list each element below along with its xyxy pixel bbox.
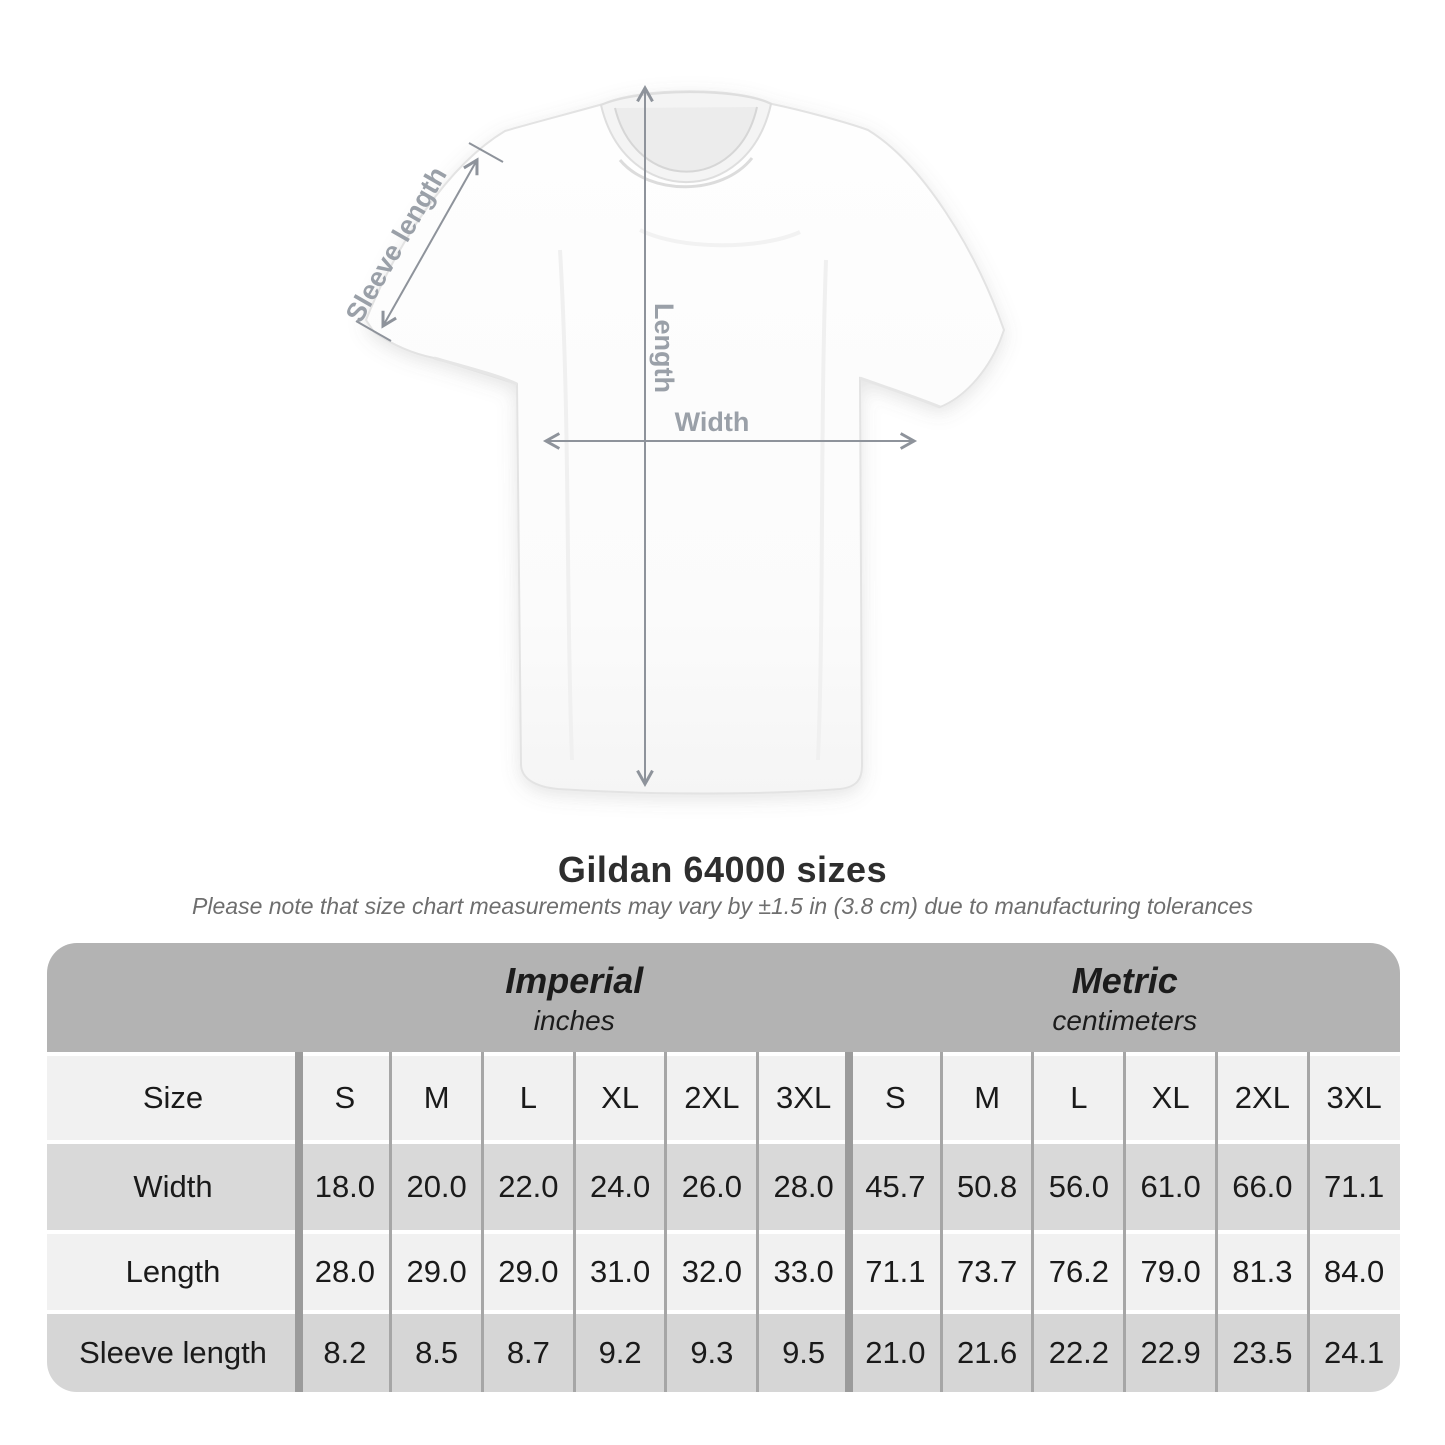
column-header: L	[1033, 1056, 1125, 1140]
table-cell: 84.0	[1308, 1234, 1400, 1310]
column-separator	[940, 1052, 943, 1392]
length-label: Length	[649, 303, 679, 393]
column-separator	[573, 1052, 576, 1392]
column-separator	[1215, 1052, 1218, 1392]
column-separator	[1123, 1052, 1126, 1392]
table-cell: 8.2	[299, 1314, 391, 1392]
column-separator	[389, 1052, 392, 1392]
table-cell: 24.1	[1308, 1314, 1400, 1392]
table-cell: 45.7	[849, 1144, 942, 1230]
table-cell: 31.0	[574, 1234, 666, 1310]
imperial-label: Imperial	[505, 959, 644, 1001]
column-separator	[481, 1052, 484, 1392]
column-separator	[1031, 1052, 1034, 1392]
column-separator	[1307, 1052, 1310, 1392]
column-separator	[295, 1052, 303, 1392]
metric-unit-label: centimeters	[1052, 1004, 1198, 1036]
table-cell: 8.7	[482, 1314, 575, 1392]
table-cell: 73.7	[941, 1234, 1033, 1310]
column-separator	[756, 1052, 759, 1392]
column-header: 3XL	[757, 1056, 850, 1140]
table-cell: 18.0	[299, 1144, 391, 1230]
table-cell: 9.2	[574, 1314, 666, 1392]
table-cell: 71.1	[1308, 1144, 1400, 1230]
table-cell: 29.0	[482, 1234, 575, 1310]
table-cell: 33.0	[757, 1234, 850, 1310]
table-cell: 28.0	[299, 1234, 391, 1310]
table-cell: 22.9	[1124, 1314, 1217, 1392]
table-cell: 79.0	[1124, 1234, 1217, 1310]
table-cell: 23.5	[1216, 1314, 1309, 1392]
table-cell: 8.5	[390, 1314, 483, 1392]
header-band-corner	[47, 943, 299, 1052]
table-cell: 71.1	[849, 1234, 942, 1310]
column-header: 2XL	[666, 1056, 758, 1140]
column-header: S	[849, 1056, 942, 1140]
table-cell: 32.0	[666, 1234, 758, 1310]
table-cell: 22.0	[482, 1144, 575, 1230]
column-header: M	[390, 1056, 483, 1140]
width-label: Width	[675, 407, 750, 437]
table-cell: 28.0	[757, 1144, 850, 1230]
imperial-group-header: Imperial inches	[299, 943, 850, 1052]
table-cell: 29.0	[390, 1234, 483, 1310]
column-header: XL	[1124, 1056, 1217, 1140]
table-cell: 26.0	[666, 1144, 758, 1230]
column-header: L	[482, 1056, 575, 1140]
column-separator	[664, 1052, 667, 1392]
table-cell: 50.8	[941, 1144, 1033, 1230]
metric-group-header: Metric centimeters	[849, 943, 1400, 1052]
column-header: 3XL	[1308, 1056, 1400, 1140]
table-cell: 9.3	[666, 1314, 758, 1392]
table-cell: 24.0	[574, 1144, 666, 1230]
table-cell: 21.6	[941, 1314, 1033, 1392]
tshirt-size-diagram: Sleeve length Length Width	[340, 84, 1006, 795]
column-header: XL	[574, 1056, 666, 1140]
table-cell: 21.0	[849, 1314, 942, 1392]
metric-label: Metric	[1071, 959, 1178, 1001]
sleeve-length-arrow	[355, 142, 504, 342]
page-title: Gildan 64000 sizes	[557, 849, 888, 890]
column-separator	[845, 1052, 853, 1392]
table-cell: 56.0	[1033, 1144, 1125, 1230]
table-cell: 9.5	[757, 1314, 850, 1392]
size-chart-table: Imperial inches Metric centimeters Size …	[47, 943, 1400, 1392]
row-label: Length	[47, 1234, 299, 1310]
row-label: Width	[47, 1144, 299, 1230]
table-cell: 76.2	[1033, 1234, 1125, 1310]
tshirt-body	[364, 90, 1006, 795]
row-label: Sleeve length	[47, 1314, 299, 1392]
table-cell: 66.0	[1216, 1144, 1309, 1230]
size-corner-label: Size	[47, 1056, 299, 1140]
table-cell: 81.3	[1216, 1234, 1309, 1310]
tolerance-note: Please note that size chart measurements…	[192, 893, 1253, 919]
column-header: S	[299, 1056, 391, 1140]
table-cell: 20.0	[390, 1144, 483, 1230]
column-header: 2XL	[1216, 1056, 1309, 1140]
column-header: M	[941, 1056, 1033, 1140]
table-cell: 61.0	[1124, 1144, 1217, 1230]
imperial-unit-label: inches	[533, 1004, 615, 1036]
table-cell: 22.2	[1033, 1314, 1125, 1392]
